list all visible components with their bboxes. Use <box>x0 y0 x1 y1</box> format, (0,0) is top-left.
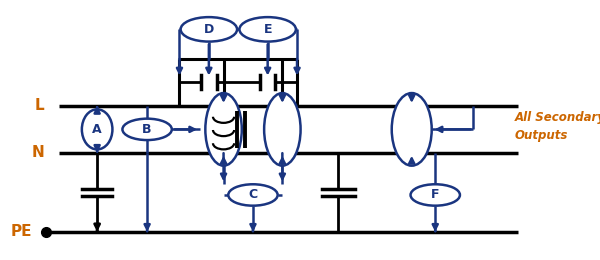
Ellipse shape <box>392 93 432 166</box>
Circle shape <box>228 184 278 206</box>
Text: D: D <box>204 23 214 36</box>
Circle shape <box>122 119 172 140</box>
Text: L: L <box>35 98 44 113</box>
Text: B: B <box>142 123 152 136</box>
Text: PE: PE <box>11 224 32 239</box>
Text: F: F <box>431 188 439 202</box>
Text: All Secondary
Outputs: All Secondary Outputs <box>515 111 600 142</box>
Text: E: E <box>263 23 272 36</box>
Circle shape <box>181 17 237 42</box>
Text: C: C <box>248 188 257 202</box>
Ellipse shape <box>205 93 242 166</box>
Circle shape <box>410 184 460 206</box>
Text: A: A <box>92 123 102 136</box>
Ellipse shape <box>264 93 301 166</box>
Text: N: N <box>31 145 44 160</box>
Circle shape <box>239 17 296 42</box>
Ellipse shape <box>82 109 112 150</box>
